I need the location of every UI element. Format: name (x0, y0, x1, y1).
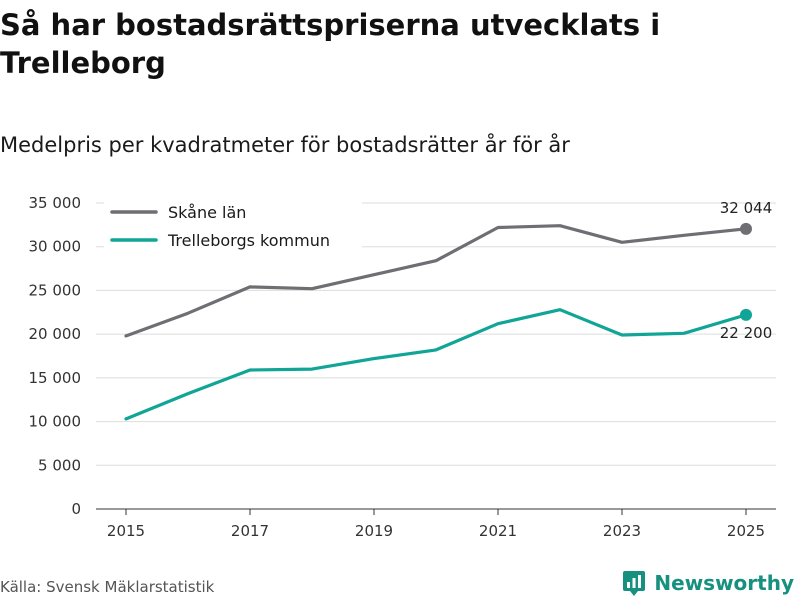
data-point (182, 307, 194, 319)
data-point (492, 221, 504, 233)
y-tick-label: 20 000 (29, 325, 82, 343)
data-point (616, 236, 628, 248)
data-point (616, 329, 628, 341)
x-tick-label: 2019 (355, 522, 393, 540)
data-point (492, 318, 504, 330)
data-point (306, 363, 318, 375)
series-line-1 (124, 308, 748, 421)
legend-label: Trelleborgs kommun (167, 231, 330, 250)
data-point (368, 353, 380, 365)
data-point (120, 413, 132, 425)
data-point (554, 304, 566, 316)
data-point (306, 283, 318, 295)
y-tick-label: 5 000 (38, 456, 81, 474)
newsworthy-logo-icon (623, 571, 646, 596)
end-marker-1 (740, 308, 752, 321)
y-tick-label: 35 000 (29, 194, 82, 212)
data-point (430, 344, 442, 356)
data-point (120, 330, 132, 342)
data-point (678, 327, 690, 339)
data-point (244, 281, 256, 293)
y-tick-label: 30 000 (29, 238, 82, 256)
data-point (368, 269, 380, 281)
data-point (430, 255, 442, 267)
series-line-0 (124, 224, 748, 338)
x-tick-label: 2017 (231, 522, 269, 540)
brand-name: Newsworthy (654, 571, 794, 595)
end-marker-0 (740, 222, 752, 235)
data-point (678, 229, 690, 241)
y-tick-label: 10 000 (29, 413, 82, 431)
data-point (182, 388, 194, 400)
data-point (244, 364, 256, 376)
y-tick-label: 0 (71, 500, 81, 518)
data-point (554, 220, 566, 232)
x-tick-label: 2015 (107, 522, 145, 540)
x-tick-label: 2021 (479, 522, 517, 540)
source-credit: Källa: Svensk Mäklarstatistik (0, 578, 215, 596)
brand[interactable]: Newsworthy (622, 568, 794, 598)
legend-label: Skåne län (168, 203, 246, 222)
y-tick-label: 15 000 (29, 369, 82, 387)
end-value-label: 32 044 (720, 199, 773, 217)
x-tick-label: 2025 (727, 522, 765, 540)
x-tick-label: 2023 (603, 522, 641, 540)
chart-subtitle: Medelpris per kvadratmeter för bostadsrä… (0, 133, 570, 157)
chart-title: Så har bostadsrättspriserna utvecklats i… (0, 8, 661, 80)
end-value-label: 22 200 (720, 324, 773, 342)
y-tick-label: 25 000 (29, 281, 82, 299)
